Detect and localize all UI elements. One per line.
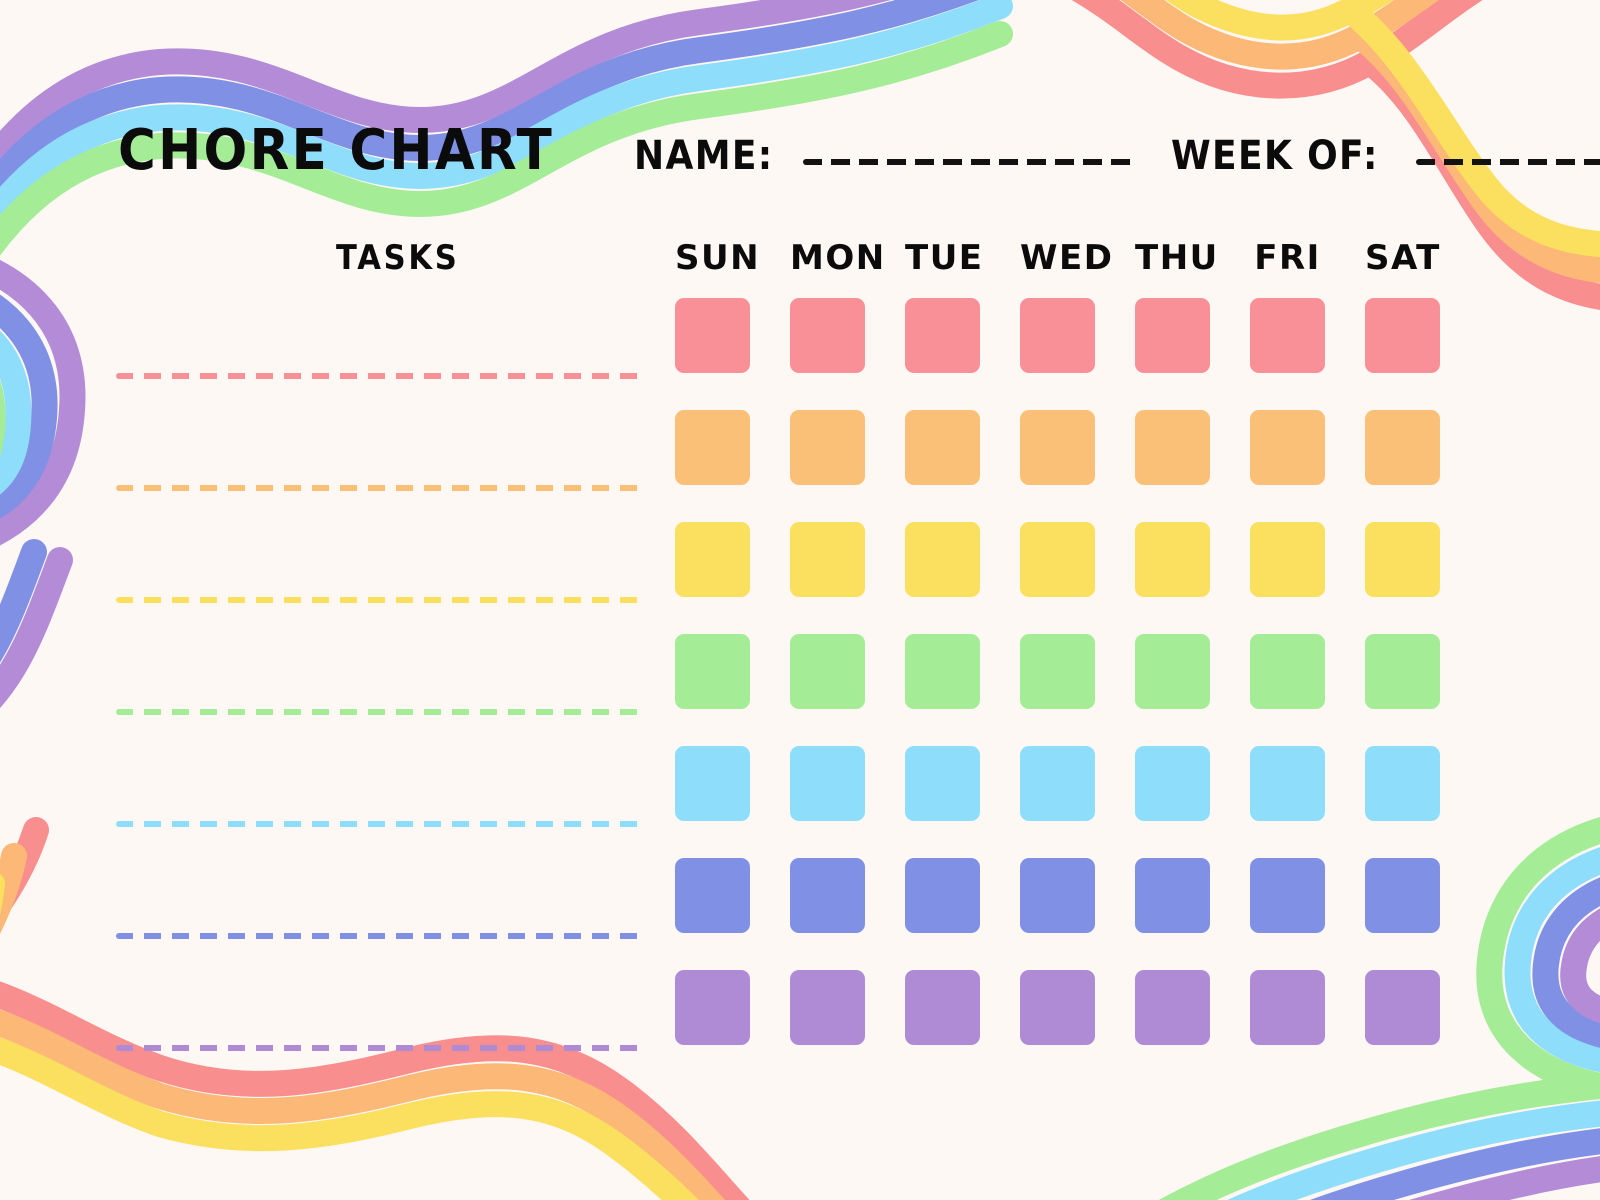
- chore-checkbox-fri[interactable]: [1250, 858, 1325, 933]
- chore-checkbox-mon[interactable]: [790, 746, 865, 821]
- chore-checkbox-tue[interactable]: [905, 746, 980, 821]
- chore-checkbox-fri[interactable]: [1250, 970, 1325, 1045]
- name-field: NAME:: [634, 133, 1134, 179]
- task-name-input[interactable]: [116, 485, 646, 491]
- name-input[interactable]: [803, 159, 1134, 165]
- chore-row-cells: [675, 634, 1440, 709]
- chore-checkbox-wed[interactable]: [1020, 298, 1095, 373]
- chore-checkbox-wed[interactable]: [1020, 410, 1095, 485]
- chore-checkbox-thu[interactable]: [1135, 522, 1210, 597]
- chore-row: [0, 970, 1600, 1082]
- chore-checkbox-sat[interactable]: [1365, 858, 1440, 933]
- chore-row: [0, 298, 1600, 410]
- chore-row: [0, 522, 1600, 634]
- chore-checkbox-tue[interactable]: [905, 970, 980, 1045]
- day-header-tue: TUE: [905, 238, 984, 278]
- chore-checkbox-tue[interactable]: [905, 298, 980, 373]
- chore-checkbox-thu[interactable]: [1135, 298, 1210, 373]
- chore-checkbox-tue[interactable]: [905, 858, 980, 933]
- chore-checkbox-thu[interactable]: [1135, 970, 1210, 1045]
- chore-checkbox-thu[interactable]: [1135, 634, 1210, 709]
- chore-row-cells: [675, 970, 1440, 1045]
- chore-checkbox-sat[interactable]: [1365, 634, 1440, 709]
- task-name-input[interactable]: [116, 373, 646, 379]
- day-header-wed: WED: [1020, 238, 1114, 278]
- name-label: NAME:: [634, 133, 774, 179]
- task-name-input[interactable]: [116, 709, 646, 715]
- chore-checkbox-mon[interactable]: [790, 634, 865, 709]
- chore-checkbox-tue[interactable]: [905, 522, 980, 597]
- chore-checkbox-sat[interactable]: [1365, 298, 1440, 373]
- chore-rows: [0, 298, 1600, 1082]
- task-name-input[interactable]: [116, 933, 646, 939]
- chore-checkbox-sun[interactable]: [675, 410, 750, 485]
- chore-checkbox-thu[interactable]: [1135, 746, 1210, 821]
- chore-row: [0, 410, 1600, 522]
- chore-checkbox-fri[interactable]: [1250, 410, 1325, 485]
- chore-checkbox-tue[interactable]: [905, 634, 980, 709]
- day-header-fri: FRI: [1254, 238, 1321, 278]
- chore-checkbox-sun[interactable]: [675, 522, 750, 597]
- page-title: CHORE CHART: [118, 118, 555, 183]
- chore-checkbox-mon[interactable]: [790, 410, 865, 485]
- chore-checkbox-fri[interactable]: [1250, 522, 1325, 597]
- day-header-sun: SUN: [675, 238, 761, 278]
- task-name-input[interactable]: [116, 821, 646, 827]
- chore-checkbox-sat[interactable]: [1365, 970, 1440, 1045]
- chore-row: [0, 634, 1600, 746]
- chore-checkbox-fri[interactable]: [1250, 634, 1325, 709]
- chore-row: [0, 858, 1600, 970]
- chore-checkbox-wed[interactable]: [1020, 522, 1095, 597]
- chore-checkbox-wed[interactable]: [1020, 970, 1095, 1045]
- chore-checkbox-mon[interactable]: [790, 522, 865, 597]
- chore-checkbox-tue[interactable]: [905, 410, 980, 485]
- chore-checkbox-sun[interactable]: [675, 634, 750, 709]
- chore-checkbox-fri[interactable]: [1250, 298, 1325, 373]
- chore-checkbox-sun[interactable]: [675, 298, 750, 373]
- week-of-field: WEEK OF:: [1171, 133, 1600, 179]
- chore-checkbox-thu[interactable]: [1135, 858, 1210, 933]
- chore-checkbox-thu[interactable]: [1135, 410, 1210, 485]
- chore-checkbox-wed[interactable]: [1020, 634, 1095, 709]
- tasks-column-heading: TASKS: [336, 238, 460, 278]
- task-name-input[interactable]: [116, 597, 646, 603]
- chore-checkbox-sun[interactable]: [675, 746, 750, 821]
- chore-checkbox-wed[interactable]: [1020, 746, 1095, 821]
- chore-row-cells: [675, 298, 1440, 373]
- chore-row-cells: [675, 858, 1440, 933]
- chore-checkbox-sat[interactable]: [1365, 746, 1440, 821]
- bottom-right-sweep-icon: [1158, 1073, 1600, 1200]
- chore-checkbox-sun[interactable]: [675, 858, 750, 933]
- chore-row-cells: [675, 410, 1440, 485]
- chore-checkbox-fri[interactable]: [1250, 746, 1325, 821]
- chore-checkbox-sat[interactable]: [1365, 522, 1440, 597]
- chore-checkbox-sun[interactable]: [675, 970, 750, 1045]
- chore-checkbox-mon[interactable]: [790, 298, 865, 373]
- chore-checkbox-mon[interactable]: [790, 858, 865, 933]
- chart-header: CHORE CHART NAME: WEEK OF:: [118, 118, 1600, 192]
- week-of-label: WEEK OF:: [1171, 133, 1379, 179]
- day-header-mon: MON: [790, 238, 886, 278]
- day-header-sat: SAT: [1365, 238, 1441, 278]
- top-right-rainbow-icon: [1071, 0, 1483, 99]
- day-header-thu: THU: [1135, 238, 1219, 278]
- chore-checkbox-mon[interactable]: [790, 970, 865, 1045]
- day-header-row: SUN MON TUE WED THU FRI SAT: [675, 238, 1450, 278]
- chore-row: [0, 746, 1600, 858]
- chore-row-cells: [675, 746, 1440, 821]
- task-name-input[interactable]: [116, 1045, 646, 1051]
- week-of-input[interactable]: [1415, 159, 1600, 165]
- chore-checkbox-wed[interactable]: [1020, 858, 1095, 933]
- chore-checkbox-sat[interactable]: [1365, 410, 1440, 485]
- chore-row-cells: [675, 522, 1440, 597]
